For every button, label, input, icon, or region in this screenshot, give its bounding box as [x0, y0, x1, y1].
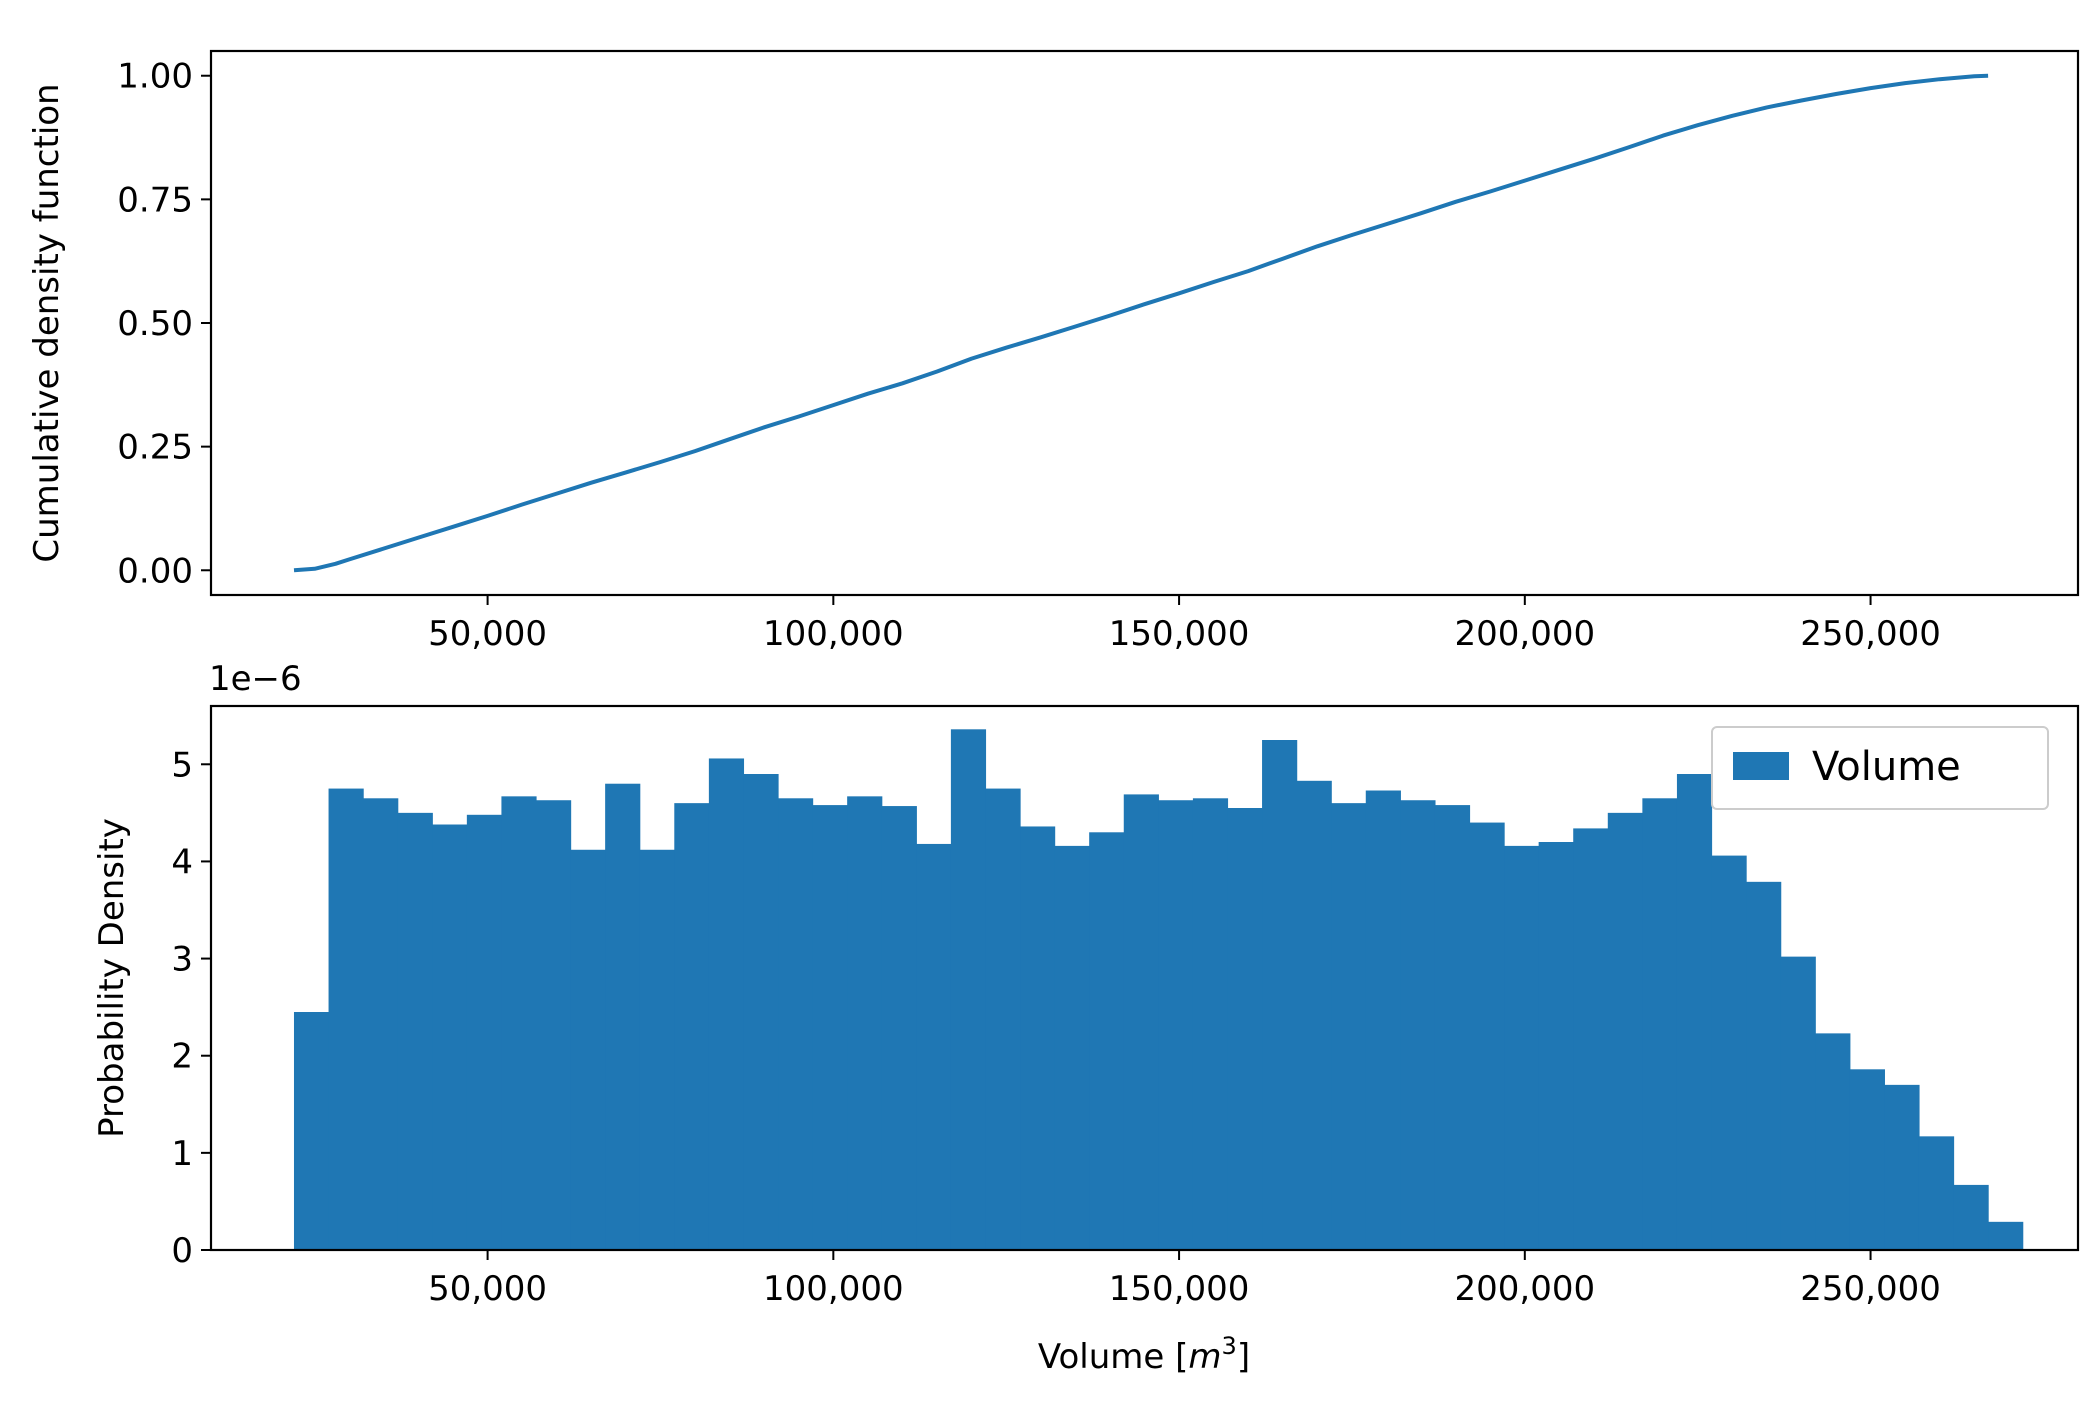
y-tick-label: 5 — [171, 745, 193, 785]
cdf-y-axis: 0.00 0.25 0.50 0.75 1.00 — [117, 57, 211, 591]
histogram-bar — [847, 796, 883, 1250]
x-tick-label: 200,000 — [1455, 614, 1596, 654]
histogram-bar — [708, 758, 745, 1250]
histogram-bar — [674, 803, 710, 1250]
x-axis-label-exponent: 3 — [1222, 1332, 1237, 1360]
histogram-bar — [1573, 828, 1609, 1250]
y-tick-label: 0.25 — [117, 428, 193, 468]
histogram-bar — [1296, 780, 1332, 1250]
histogram-y-offset-label: 1e−6 — [209, 659, 302, 699]
y-tick-label: 1 — [171, 1134, 193, 1174]
histogram-bar — [570, 849, 606, 1250]
legend-frame — [1711, 726, 2049, 810]
histogram-x-axis: 50,000 100,000 150,000 200,000 250,000 — [428, 1250, 1941, 1309]
histogram-x-axis-label: Volume [m3] — [1038, 1332, 1250, 1377]
x-axis-label-variable: m — [1188, 1337, 1221, 1377]
x-tick-label: 200,000 — [1455, 1269, 1596, 1309]
histogram-bar — [1780, 956, 1816, 1250]
histogram-bar — [743, 774, 779, 1250]
legend-swatch — [1733, 752, 1789, 780]
histogram-axes-frame — [209, 704, 2080, 1252]
histogram-y-axis-label: Probability Density — [92, 818, 132, 1138]
histogram-bar — [639, 849, 675, 1250]
histogram-bar — [1711, 855, 1747, 1250]
histogram-y-axis: 0 1 2 3 4 5 — [171, 745, 211, 1271]
histogram-bar — [1054, 845, 1090, 1250]
histogram-bar — [536, 800, 572, 1250]
y-tick-label: 0 — [171, 1231, 193, 1271]
histogram-bar — [1988, 1221, 2024, 1250]
histogram-bar — [1918, 1136, 1955, 1250]
x-tick-label: 100,000 — [763, 614, 904, 654]
legend: Volume — [1711, 726, 2049, 810]
histogram-bar — [1884, 1084, 1920, 1250]
histogram-bars — [293, 729, 2024, 1250]
y-tick-label: 0.75 — [117, 180, 193, 220]
histogram-bar — [1365, 790, 1401, 1250]
cdf-y-axis-label: Cumulative density function — [27, 83, 67, 562]
histogram-bar — [1607, 812, 1643, 1250]
histogram-bar — [1158, 800, 1194, 1250]
histogram-axes: 50,000 100,000 150,000 200,000 250,000 0 1 2 3 4… — [92, 659, 2080, 1377]
histogram-bar — [1469, 822, 1505, 1250]
histogram-bar — [363, 798, 399, 1250]
y-tick-label: 0.50 — [117, 304, 193, 344]
x-tick-label: 150,000 — [1109, 614, 1250, 654]
histogram-bar — [1400, 800, 1436, 1250]
histogram-bar — [397, 812, 433, 1250]
x-tick-label: 250,000 — [1800, 1269, 1941, 1309]
histogram-bar — [1434, 805, 1471, 1250]
histogram-bar — [1849, 1069, 1885, 1250]
y-tick-label: 4 — [171, 842, 193, 882]
histogram-bar — [812, 805, 848, 1250]
x-tick-label: 50,000 — [428, 614, 547, 654]
histogram-bar — [432, 824, 468, 1250]
cdf-x-axis: 50,000 100,000 150,000 200,000 250,000 — [428, 595, 1941, 654]
histogram-bar — [1676, 774, 1713, 1250]
x-axis-label-suffix: ] — [1237, 1337, 1250, 1377]
histogram-bar — [1504, 845, 1540, 1250]
histogram-bar — [328, 788, 364, 1250]
x-tick-label: 250,000 — [1800, 614, 1941, 654]
histogram-bar — [1538, 842, 1574, 1250]
histogram-bar — [1089, 832, 1125, 1250]
x-tick-label: 50,000 — [428, 1269, 547, 1309]
y-tick-label: 3 — [171, 940, 193, 980]
histogram-bar — [1642, 798, 1678, 1250]
histogram-bar — [1123, 794, 1159, 1250]
histogram-bar — [778, 798, 814, 1250]
y-tick-label: 0.00 — [117, 551, 193, 591]
histogram-bar — [1953, 1184, 1989, 1250]
histogram-bar — [1815, 1033, 1851, 1250]
cdf-line — [293, 73, 1989, 573]
histogram-bar — [916, 843, 952, 1250]
histogram-bar — [1262, 740, 1298, 1250]
cdf-axes: 50,000 100,000 150,000 200,000 250,000 0.000… — [27, 49, 2080, 654]
histogram-bar — [466, 814, 503, 1250]
legend-label: Volume — [1812, 744, 1961, 790]
histogram-bar — [881, 806, 917, 1250]
cdf-plot-area — [293, 73, 1989, 573]
x-tick-label: 100,000 — [763, 1269, 904, 1309]
histogram-bar — [605, 783, 641, 1250]
histogram-bar — [293, 1012, 330, 1250]
histogram-bar — [1746, 881, 1782, 1250]
y-tick-label: 2 — [171, 1037, 193, 1077]
histogram-bar — [1227, 808, 1263, 1250]
histogram-bar — [1020, 826, 1056, 1250]
histogram-bar — [985, 788, 1021, 1250]
histogram-bar — [501, 796, 537, 1250]
histogram-bar — [1331, 803, 1367, 1250]
x-tick-label: 150,000 — [1109, 1269, 1250, 1309]
y-tick-label: 1.00 — [117, 57, 193, 97]
histogram-bar — [950, 729, 987, 1250]
histogram-bar — [1192, 798, 1229, 1250]
x-axis-label-prefix: Volume [ — [1038, 1337, 1189, 1377]
